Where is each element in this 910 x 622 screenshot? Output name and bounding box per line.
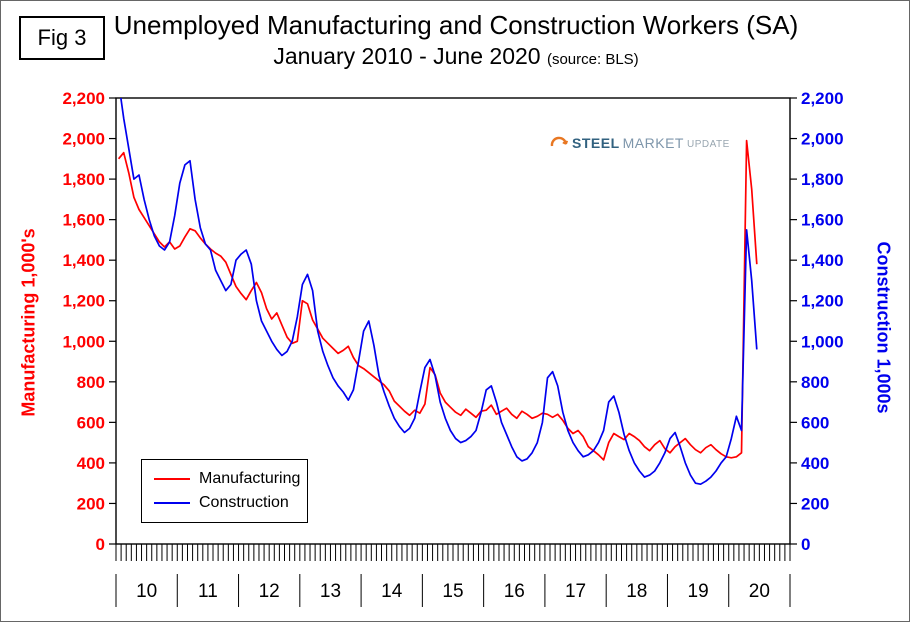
legend-line-construction <box>154 502 190 504</box>
legend-line-manufacturing <box>154 478 190 480</box>
y-tick-label-right: 1,200 <box>801 292 844 311</box>
x-year-label: 18 <box>626 581 647 602</box>
y-tick-label-left: 1,400 <box>62 251 105 270</box>
y-tick-label-right: 1,000 <box>801 332 844 351</box>
y-tick-label-left: 1,600 <box>62 211 105 230</box>
y-tick-label-left: 400 <box>77 454 105 473</box>
x-year-label: 13 <box>320 581 341 602</box>
y-tick-label-left: 2,000 <box>62 130 105 149</box>
title-block: Unemployed Manufacturing and Constructio… <box>96 9 816 75</box>
series-line-manufacturing <box>117 139 758 461</box>
x-year-label: 17 <box>565 581 586 602</box>
subtitle-daterange: January 2010 - June 2020 <box>273 43 541 69</box>
logo-text-market: MARKET <box>622 135 684 151</box>
y-tick-label-right: 600 <box>801 413 829 432</box>
x-year-label: 20 <box>749 581 770 602</box>
x-year-label: 19 <box>688 581 709 602</box>
y-tick-label-left: 1,200 <box>62 292 105 311</box>
y-tick-label-left: 600 <box>77 413 105 432</box>
y-tick-label-left: 200 <box>77 494 105 513</box>
chart-title: Unemployed Manufacturing and Constructio… <box>113 10 799 40</box>
y-tick-label-left: 1,800 <box>62 170 105 189</box>
y-tick-label-right: 2,000 <box>801 130 844 149</box>
x-year-label: 16 <box>504 581 525 602</box>
legend-label-construction: Construction <box>199 494 289 511</box>
figure-number: Fig 3 <box>37 25 87 50</box>
y-tick-label-right: 400 <box>801 454 829 473</box>
legend: Manufacturing Construction <box>141 459 308 523</box>
y-tick-label-left: 2,200 <box>62 89 105 108</box>
legend-item-construction: Construction <box>142 494 307 512</box>
logo-text-update: UPDATE <box>686 139 730 150</box>
x-year-label: 11 <box>198 581 218 602</box>
y-tick-label-left: 1,000 <box>62 332 105 351</box>
y-tick-label-right: 200 <box>801 494 829 513</box>
series-line-construction <box>120 98 758 486</box>
legend-item-manufacturing: Manufacturing <box>142 470 307 488</box>
y-tick-label-right: 1,400 <box>801 251 844 270</box>
x-year-label: 10 <box>136 581 157 602</box>
logo-swoosh-icon <box>550 136 569 147</box>
y-tick-label-right: 2,200 <box>801 89 844 108</box>
left-axis-title: Manufacturing 1,000's <box>18 228 39 417</box>
y-tick-label-left: 800 <box>77 373 105 392</box>
chart-subtitle: January 2010 - June 2020 (source: BLS) <box>96 41 816 75</box>
x-year-label: 12 <box>259 581 280 602</box>
steel-market-update-logo: STEEL MARKET UPDATE <box>549 131 730 155</box>
x-year-label: 14 <box>381 581 403 602</box>
y-tick-label-right: 0 <box>801 535 810 554</box>
y-tick-label-right: 1,800 <box>801 170 844 189</box>
subtitle-source: (source: BLS) <box>546 51 639 68</box>
x-year-label: 15 <box>442 581 463 602</box>
y-tick-label-left: 0 <box>96 535 105 554</box>
right-axis-title: Construction 1,000s <box>873 241 894 414</box>
figure-number-box: Fig 3 <box>19 16 105 60</box>
y-tick-label-right: 1,600 <box>801 211 844 230</box>
logo-text-steel: STEEL <box>572 135 620 151</box>
y-tick-label-right: 800 <box>801 373 829 392</box>
legend-label-manufacturing: Manufacturing <box>199 470 301 487</box>
